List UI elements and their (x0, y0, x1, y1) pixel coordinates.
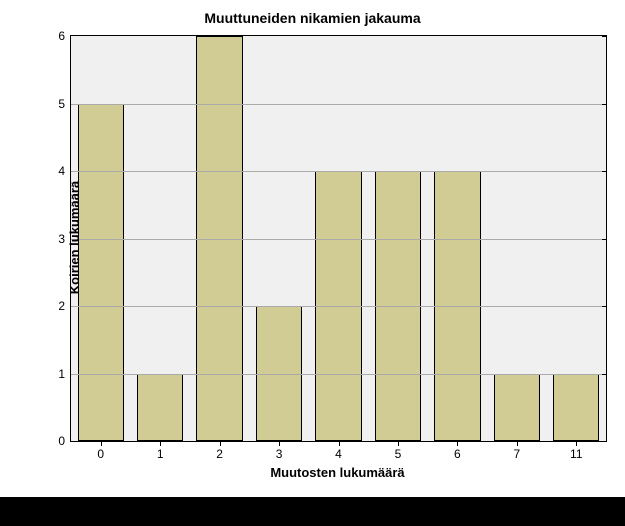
bar (494, 374, 540, 442)
x-tick-mark (398, 441, 399, 446)
chart-canvas: Muuttuneiden nikamien jakauma 0123456012… (0, 0, 625, 497)
grid-line (71, 171, 606, 172)
x-tick-mark (279, 441, 280, 446)
x-tick-mark (457, 441, 458, 446)
chart-title: Muuttuneiden nikamien jakauma (0, 10, 625, 26)
y-axis-label: Koirien lukumäärä (18, 35, 131, 440)
y-tick-mark (602, 104, 607, 105)
x-tick-mark (339, 441, 340, 446)
bar (137, 374, 183, 442)
y-tick-mark (602, 374, 607, 375)
x-tick-mark (517, 441, 518, 446)
y-tick-mark (602, 171, 607, 172)
y-tick-mark (602, 306, 607, 307)
plot-area: 01234560123456711 (70, 35, 607, 442)
grid-line (71, 239, 606, 240)
grid-line (71, 104, 606, 105)
x-tick-mark (220, 441, 221, 446)
grid-line (71, 306, 606, 307)
x-tick-mark (576, 441, 577, 446)
bar (553, 374, 599, 442)
x-axis-label: Muutosten lukumäärä (70, 465, 605, 480)
x-tick-mark (160, 441, 161, 446)
grid-line (71, 374, 606, 375)
y-tick-mark (602, 239, 607, 240)
y-tick-mark (602, 36, 607, 37)
y-tick-mark (602, 441, 607, 442)
x-tick-mark (101, 441, 102, 446)
